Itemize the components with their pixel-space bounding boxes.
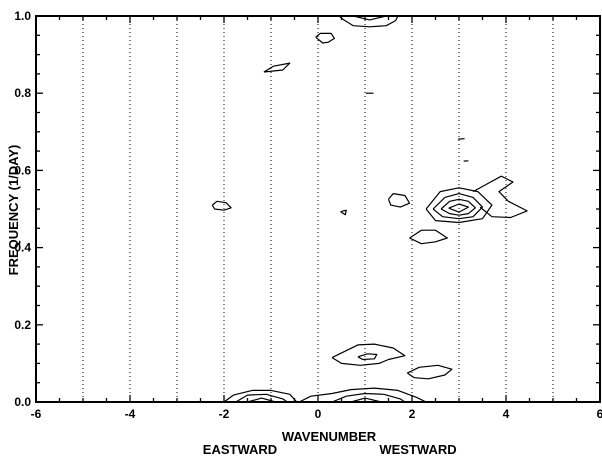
- contour-line: [425, 187, 493, 224]
- x-tick-label: 2: [409, 407, 416, 421]
- contour-line: [223, 389, 298, 403]
- y-tick-label: 0.8: [14, 86, 31, 100]
- x-tick-label: -2: [219, 407, 230, 421]
- y-axis-label: FREQUENCY (1/DAY): [6, 145, 21, 276]
- x-tick-label: -4: [125, 407, 136, 421]
- contour-line: [315, 32, 335, 44]
- y-tick-label: 0.6: [14, 163, 31, 177]
- x-tick-label: 0: [315, 407, 322, 421]
- contour-line: [387, 193, 411, 208]
- contour-line: [211, 200, 232, 211]
- contour-line: [331, 343, 406, 366]
- x-tick-label: -6: [31, 407, 42, 421]
- x-axis-label: WAVENUMBER: [282, 429, 377, 444]
- gridlines: [82, 16, 554, 402]
- contour-line: [432, 193, 484, 220]
- contour-line: [298, 387, 427, 403]
- y-tick-labels: 0.0 0.2 0.4 0.6 0.8 1.0: [14, 9, 31, 409]
- y-tick-label: 0.0: [14, 395, 31, 409]
- westward-label: WESTWARD: [379, 442, 456, 456]
- contour-line: [338, 15, 399, 28]
- contour-line: [353, 15, 387, 21]
- contour-line: [406, 364, 453, 380]
- contour-line: [263, 62, 291, 73]
- x-tick-labels: -6 -4 -2 0 2 4 6: [31, 407, 602, 421]
- contour-line: [235, 393, 288, 403]
- contour-line: [448, 203, 469, 213]
- contour-line: [331, 392, 406, 403]
- axis-ticks: [35, 15, 601, 403]
- contour-line: [340, 209, 347, 216]
- contour-line: [472, 175, 528, 219]
- x-tick-label: 4: [503, 407, 510, 421]
- contour-line: [440, 198, 476, 216]
- y-tick-label: 0.2: [14, 318, 31, 332]
- contour-lines: [211, 15, 528, 403]
- contour-line: [409, 229, 448, 245]
- eastward-label: EASTWARD: [203, 442, 277, 456]
- contour-line: [357, 353, 378, 361]
- x-tick-label: 6: [597, 407, 602, 421]
- y-tick-label: 1.0: [14, 9, 31, 23]
- y-tick-label: 0.4: [14, 241, 31, 255]
